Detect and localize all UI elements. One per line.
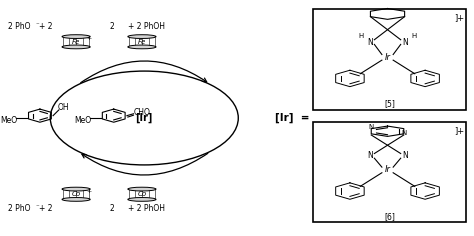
- Text: Fe: Fe: [138, 39, 146, 45]
- Text: + 2 PhOH: + 2 PhOH: [128, 22, 165, 31]
- Text: CHO: CHO: [134, 108, 150, 117]
- Text: 2: 2: [109, 22, 114, 31]
- Text: N: N: [367, 151, 373, 160]
- Text: MeO: MeO: [0, 116, 17, 125]
- Text: 2: 2: [109, 204, 114, 213]
- Text: N: N: [401, 130, 406, 136]
- Text: ]+: ]+: [454, 126, 464, 135]
- Text: [Ir]  =: [Ir] =: [275, 113, 310, 123]
- Ellipse shape: [62, 35, 90, 38]
- Ellipse shape: [128, 35, 156, 38]
- Text: + 2 PhOH: + 2 PhOH: [128, 204, 165, 213]
- Text: Ir: Ir: [384, 165, 391, 174]
- Ellipse shape: [128, 45, 156, 49]
- FancyArrowPatch shape: [81, 61, 207, 83]
- Text: [6]: [6]: [384, 212, 395, 221]
- Text: N: N: [367, 38, 373, 46]
- Text: +: +: [86, 36, 91, 42]
- Text: ]+: ]+: [454, 14, 464, 23]
- Text: 2 PhO: 2 PhO: [8, 22, 30, 31]
- Text: ⁻: ⁻: [35, 22, 39, 28]
- Ellipse shape: [62, 45, 90, 49]
- Text: + 2: + 2: [38, 22, 52, 31]
- Text: [5]: [5]: [384, 99, 395, 108]
- Text: OH: OH: [58, 103, 69, 112]
- Text: [Ir]: [Ir]: [136, 113, 153, 123]
- Text: N: N: [402, 151, 408, 160]
- Text: +: +: [86, 189, 91, 194]
- Text: H: H: [358, 33, 364, 39]
- FancyArrowPatch shape: [82, 153, 208, 175]
- Ellipse shape: [128, 187, 156, 191]
- Ellipse shape: [62, 187, 90, 191]
- FancyBboxPatch shape: [313, 122, 466, 222]
- Text: Co: Co: [72, 191, 81, 197]
- Text: MeO: MeO: [74, 116, 91, 125]
- Text: Co: Co: [137, 191, 146, 197]
- Ellipse shape: [128, 198, 156, 201]
- Text: N: N: [402, 38, 408, 46]
- Text: H: H: [411, 33, 417, 39]
- Text: + 2: + 2: [38, 204, 52, 213]
- Text: Ir: Ir: [384, 53, 391, 62]
- Text: 2 PhO: 2 PhO: [8, 204, 30, 213]
- Text: ⁻: ⁻: [35, 204, 39, 210]
- Ellipse shape: [62, 198, 90, 201]
- Text: Fe: Fe: [72, 39, 80, 45]
- Text: N: N: [369, 124, 374, 131]
- FancyBboxPatch shape: [313, 9, 466, 110]
